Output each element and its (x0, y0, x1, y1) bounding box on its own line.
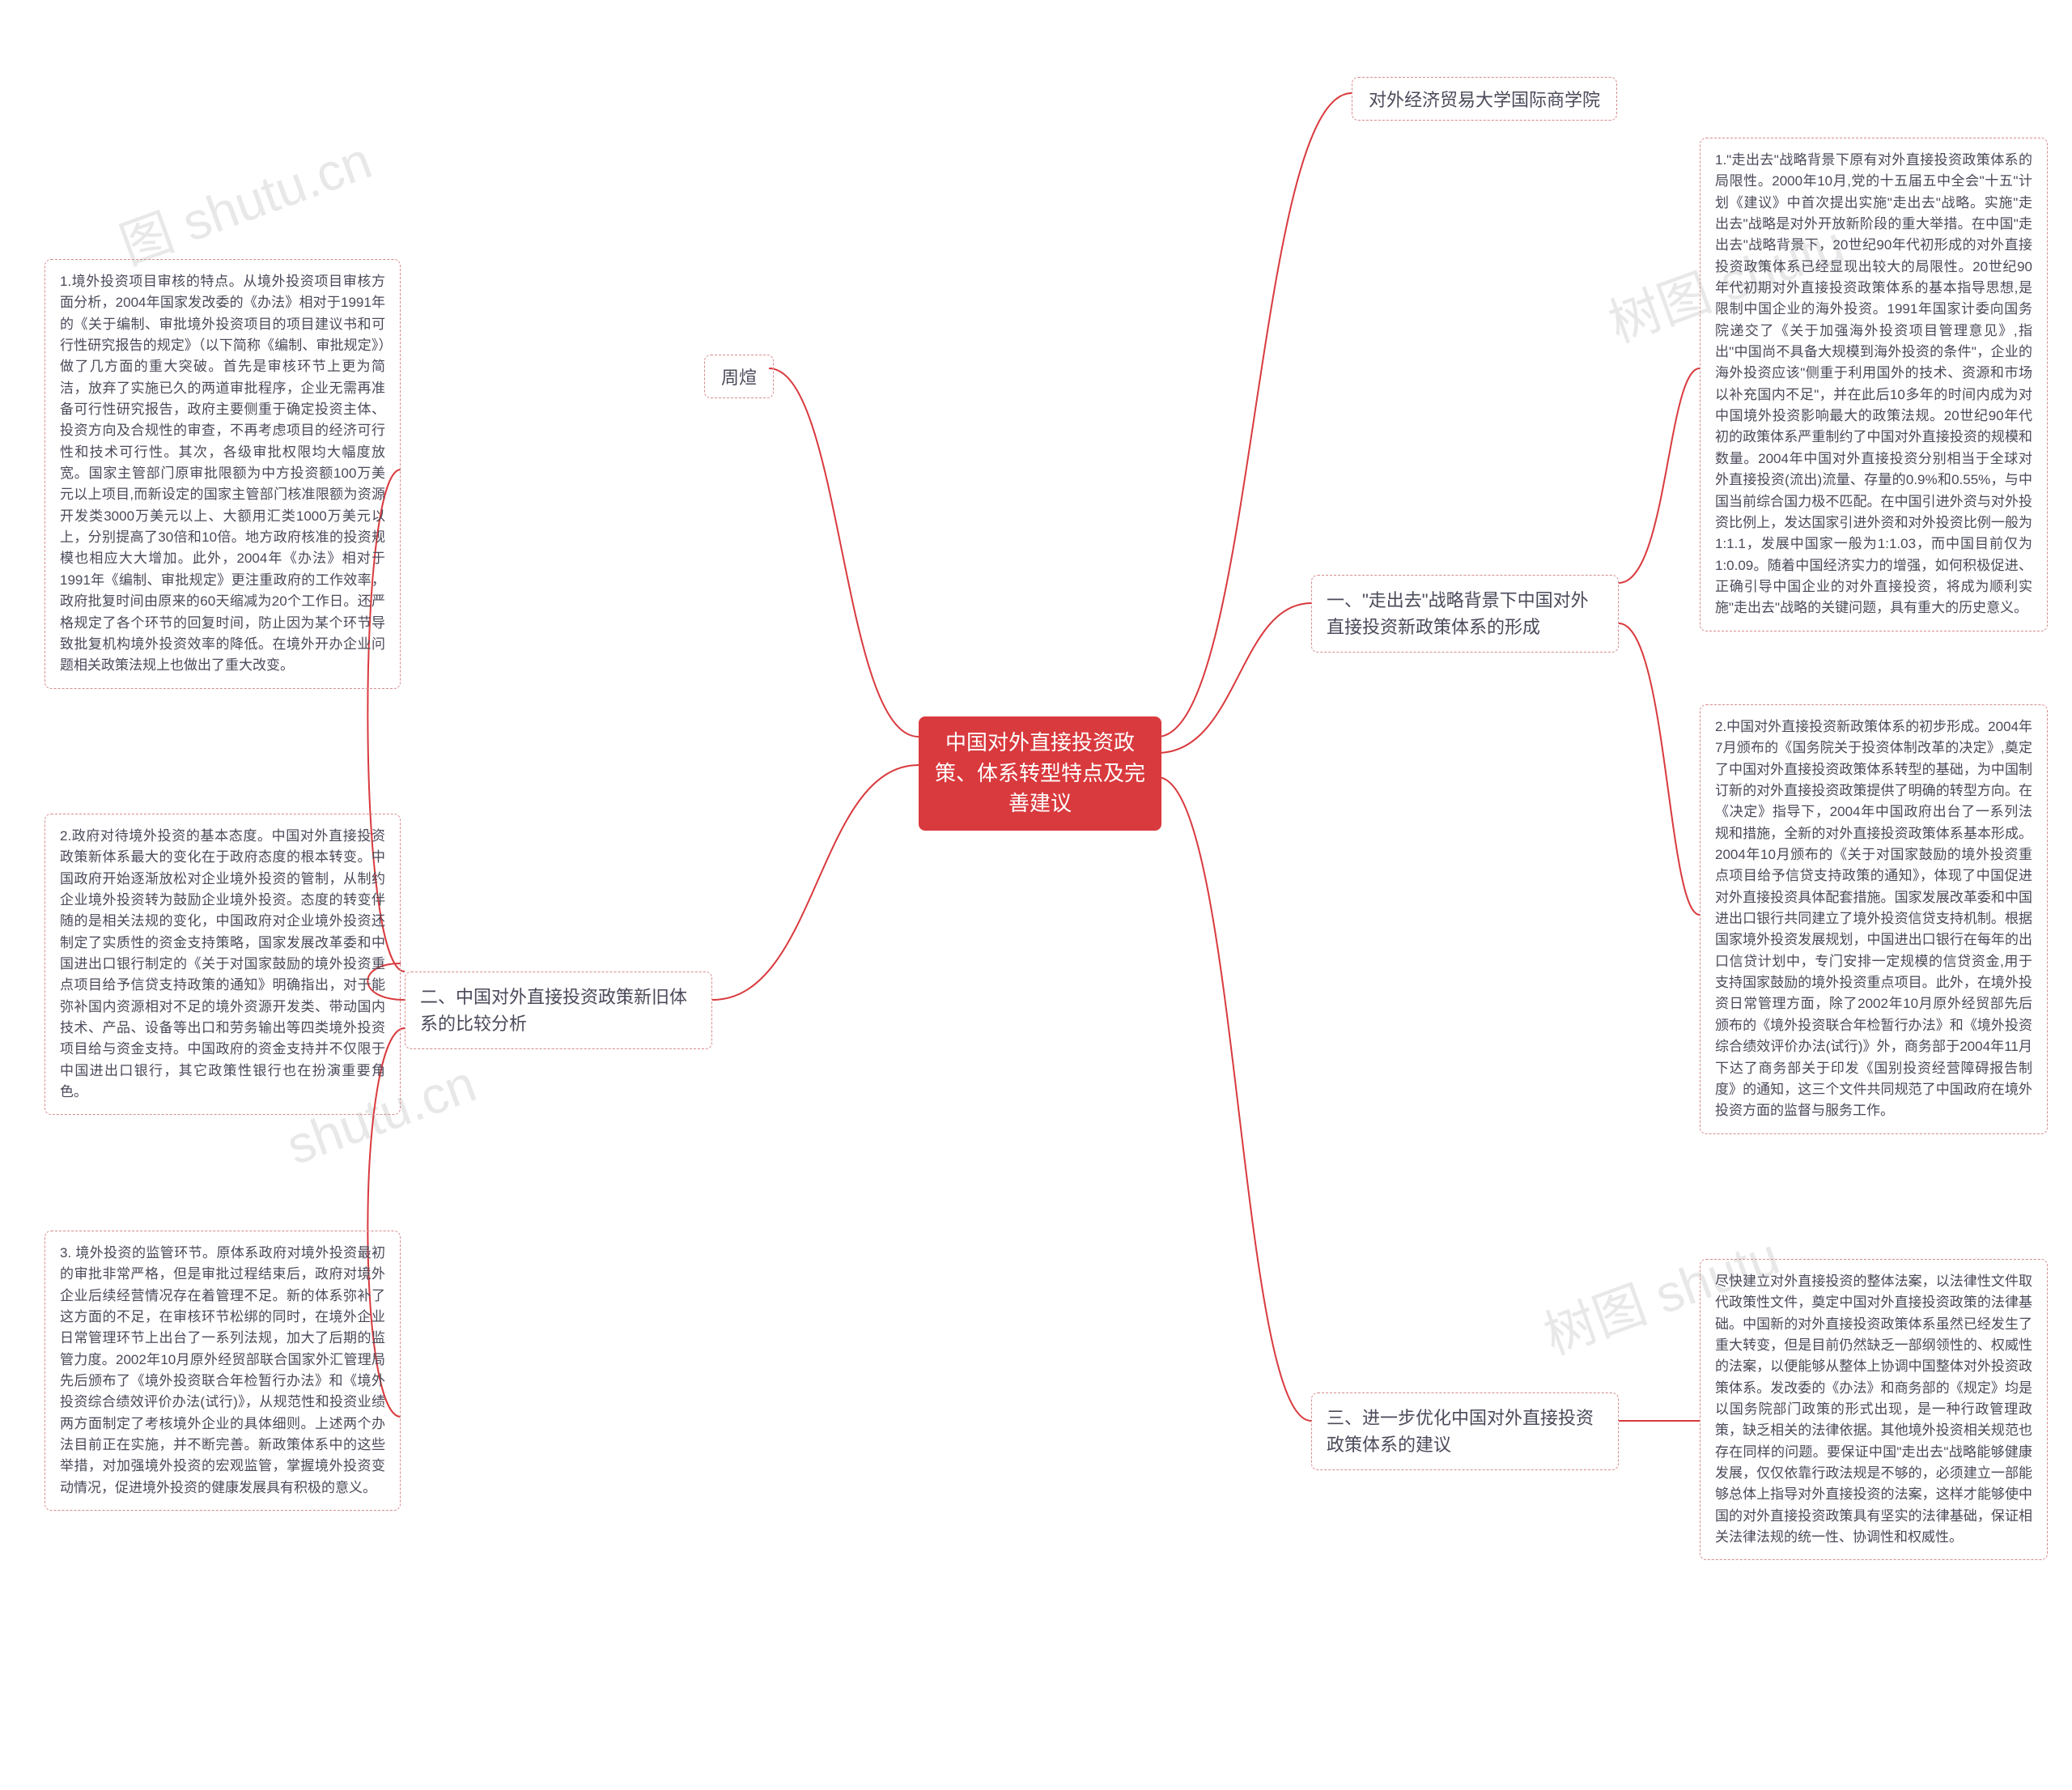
branch-1: 一、"走出去"战略背景下中国对外直接投资新政策体系的形成 (1311, 575, 1619, 653)
center-title: 中国对外直接投资政策、体系转型特点及完善建议 (935, 730, 1145, 815)
center-topic: 中国对外直接投资政策、体系转型特点及完善建议 (919, 716, 1161, 831)
leaf-b3-1: 尽快建立对外直接投资的整体法案，以法律性文件取代政策性文件，奠定中国对外直接投资… (1700, 1259, 2048, 1560)
leaf-b2-3: 3. 境外投资的监管环节。原体系政府对境外投资最初的审批非常严格，但是审批过程结… (45, 1231, 401, 1511)
leaf-b1-2: 2.中国对外直接投资新政策体系的初步形成。2004年7月颁布的《国务院关于投资体… (1700, 704, 2048, 1134)
branch-2: 二、中国对外直接投资政策新旧体系的比较分析 (405, 972, 712, 1049)
branch-2-label: 二、中国对外直接投资政策新旧体系的比较分析 (420, 987, 687, 1034)
leaf-b3-1-text: 尽快建立对外直接投资的整体法案，以法律性文件取代政策性文件，奠定中国对外直接投资… (1715, 1273, 2032, 1545)
institution-node: 对外经济贸易大学国际商学院 (1352, 77, 1617, 121)
branch-3: 三、进一步优化中国对外直接投资政策体系的建议 (1311, 1392, 1619, 1470)
branch-1-label: 一、"走出去"战略背景下中国对外直接投资新政策体系的形成 (1327, 590, 1589, 637)
leaf-b2-1-text: 1.境外投资项目审核的特点。从境外投资项目审核方面分析，2004年国家发改委的《… (60, 274, 385, 673)
leaf-b1-1-text: 1."走出去"战略背景下原有对外直接投资政策体系的局限性。2000年10月,党的… (1715, 152, 2032, 615)
institution-label: 对外经济贸易大学国际商学院 (1369, 90, 1600, 110)
leaf-b2-2: 2.政府对待境外投资的基本态度。中国对外直接投资政策新体系最大的变化在于政府态度… (45, 814, 401, 1115)
branch-3-label: 三、进一步优化中国对外直接投资政策体系的建议 (1327, 1408, 1594, 1455)
leaf-b2-3-text: 3. 境外投资的监管环节。原体系政府对境外投资最初的审批非常严格，但是审批过程结… (60, 1245, 385, 1495)
leaf-b2-1: 1.境外投资项目审核的特点。从境外投资项目审核方面分析，2004年国家发改委的《… (45, 259, 401, 689)
author-label: 周煊 (721, 368, 757, 388)
leaf-b2-2-text: 2.政府对待境外投资的基本态度。中国对外直接投资政策新体系最大的变化在于政府态度… (60, 828, 385, 1099)
leaf-b1-1: 1."走出去"战略背景下原有对外直接投资政策体系的局限性。2000年10月,党的… (1700, 138, 2048, 631)
author-node: 周煊 (704, 355, 774, 398)
watermark: 图 shutu.cn (108, 119, 380, 278)
leaf-b1-2-text: 2.中国对外直接投资新政策体系的初步形成。2004年7月颁布的《国务院关于投资体… (1715, 719, 2032, 1118)
